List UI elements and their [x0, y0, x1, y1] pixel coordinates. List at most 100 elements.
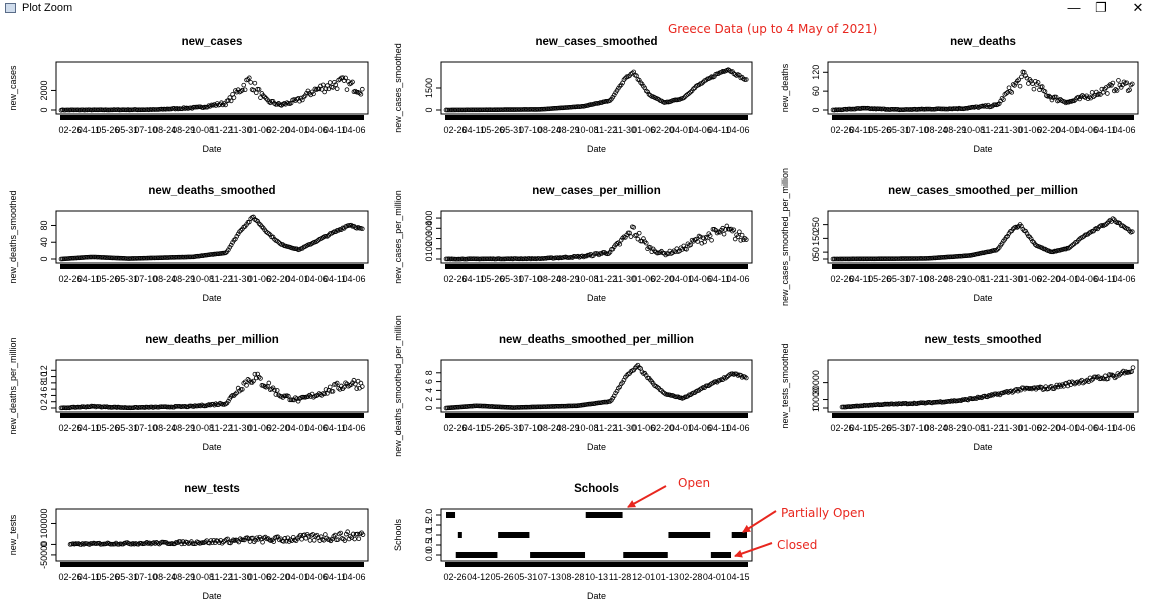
data-point [1106, 219, 1112, 224]
data-point [1075, 379, 1080, 385]
x-tick-label: 01-13 [656, 572, 679, 582]
data-point [327, 80, 333, 85]
x-tick-label: 04-11 [78, 125, 100, 135]
schools-status-segment [498, 532, 530, 538]
data-point [878, 402, 884, 407]
x-tick-label: 01-06 [632, 423, 655, 433]
data-point [1057, 382, 1062, 388]
x-tick-label: 05-26 [868, 274, 891, 284]
plot-frame [55, 210, 369, 264]
data-point [572, 254, 578, 259]
data-point [195, 253, 201, 259]
x-tick-label: 04-06 [305, 274, 328, 284]
data-point [333, 229, 339, 234]
data-point [1018, 387, 1024, 393]
x-tick-label: 04-06 [689, 423, 712, 433]
data-point [1098, 92, 1103, 97]
data-point [334, 380, 340, 386]
y-tick-label: 0 [424, 107, 434, 112]
data-point [128, 107, 134, 113]
x-tick-label: 04-15 [726, 572, 749, 582]
x-tick-label: 07-10 [134, 423, 157, 433]
minimize-button[interactable]: — [1067, 0, 1081, 15]
data-point [1110, 80, 1116, 86]
data-point [705, 383, 710, 388]
x-axis-label: Date [587, 442, 606, 452]
data-point [593, 101, 599, 106]
x-axis-tick-band [445, 562, 748, 567]
close-button[interactable]: ✕ [1132, 0, 1144, 15]
data-point [1070, 98, 1076, 104]
data-point [358, 91, 364, 97]
y-tick-label: 2.0 [424, 509, 434, 522]
x-tick-label: 05-26 [868, 423, 891, 433]
x-axis-label: Date [973, 442, 992, 452]
data-point [699, 81, 705, 86]
y-tick-label: 0 [39, 405, 49, 410]
y-tick-label: 80 [39, 220, 49, 230]
data-point [92, 541, 98, 546]
x-tick-label: 04-01 [1056, 274, 1079, 284]
window-titlebar: Plot Zoom — ❐ ✕ [0, 0, 1154, 18]
x-tick-label: 05-31 [887, 423, 910, 433]
data-point [251, 378, 256, 384]
data-point [233, 391, 238, 397]
x-tick-label: 02-28 [679, 572, 702, 582]
x-tick-label: 11-28 [609, 572, 631, 582]
plot-title: new_deaths_per_million [145, 334, 279, 346]
x-tick-label: 04-01 [1056, 423, 1079, 433]
data-point [707, 75, 713, 81]
data-point [617, 83, 623, 89]
data-point [251, 214, 256, 220]
x-tick-label: 04-06 [342, 274, 365, 284]
schools-status-segment [457, 532, 462, 538]
x-tick-label: 11-30 [1000, 423, 1022, 433]
chart-panel-new-deaths-smoothed-per-million: new_deaths_smoothed_per_million Date new_d… [393, 315, 753, 457]
x-tick-label: 04-06 [726, 125, 749, 135]
plot-window-icon [5, 3, 16, 13]
x-tick-label: 02-20 [651, 423, 674, 433]
x-tick-label: 04-06 [1075, 423, 1098, 433]
x-tick-label: 04-11 [1094, 274, 1116, 284]
data-point [107, 107, 113, 113]
x-tick-label: 01-06 [248, 274, 271, 284]
data-point [335, 537, 341, 542]
y-tick-label: 60 [811, 86, 821, 96]
data-point [329, 389, 334, 394]
data-point [223, 102, 228, 108]
data-point [271, 539, 277, 544]
data-point [350, 79, 355, 85]
data-point [1012, 83, 1017, 88]
data-point [1049, 97, 1055, 103]
y-axis-label: new_deaths_per_million [8, 337, 18, 434]
open-annotation: Open [678, 476, 711, 490]
data-point [199, 253, 205, 258]
y-tick-label: 40 [39, 237, 49, 247]
plot-frame [55, 359, 369, 413]
restore-button[interactable]: ❐ [1095, 0, 1107, 15]
x-tick-label: 10-13 [585, 572, 608, 582]
x-tick-label: 04-11 [78, 572, 100, 582]
data-point [255, 218, 260, 224]
data-point [332, 229, 337, 234]
x-tick-label: 10-08 [191, 572, 214, 582]
x-tick-label: 04-01 [1056, 125, 1079, 135]
x-tick-label: 04-11 [708, 274, 730, 284]
data-point [252, 80, 258, 86]
x-tick-label: 02-26 [58, 125, 81, 135]
data-point [234, 234, 240, 239]
data-point [735, 234, 741, 240]
x-tick-label: 08-29 [943, 274, 966, 284]
header-annotation: Greece Data (up to 4 May of 2021) [668, 22, 878, 36]
data-point [129, 405, 135, 411]
x-tick-label: 05-26 [96, 572, 119, 582]
y-tick-label: 100 [424, 241, 434, 256]
x-tick-label: 08-29 [172, 274, 195, 284]
data-point [620, 380, 625, 385]
data-point [266, 380, 272, 386]
data-point [744, 77, 749, 82]
x-tick-label: 07-10 [906, 423, 929, 433]
data-point [1108, 372, 1114, 378]
data-point [333, 82, 339, 88]
x-tick-label: 11-22 [981, 125, 1003, 135]
